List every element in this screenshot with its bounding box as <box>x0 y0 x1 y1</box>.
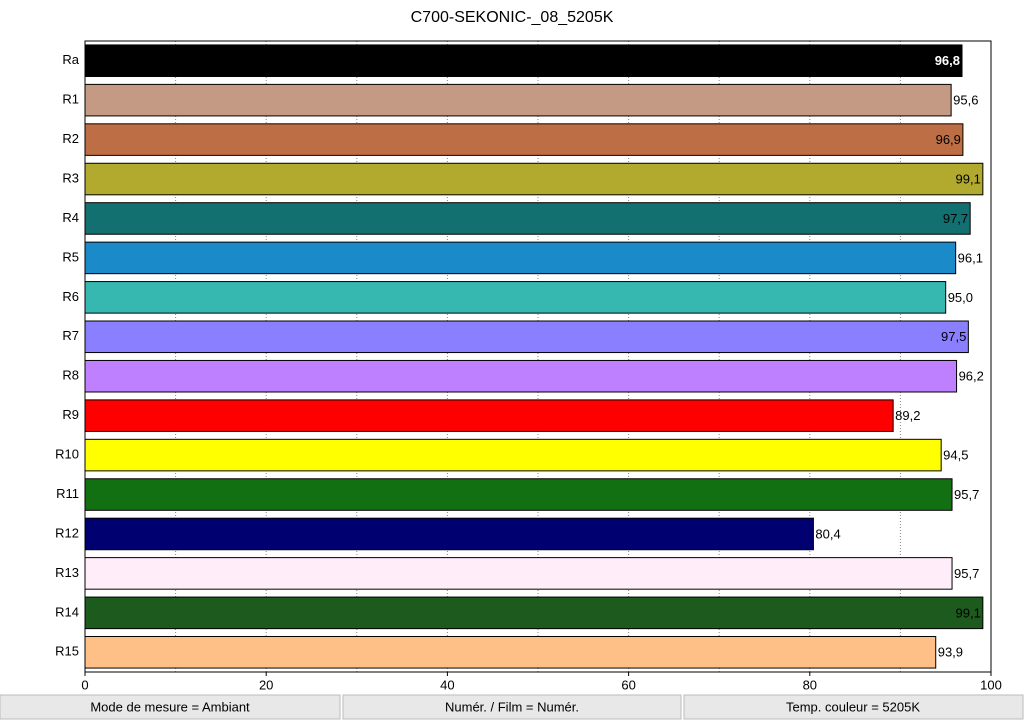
bar <box>84 517 814 551</box>
x-tick-label: 20 <box>259 677 273 692</box>
bar <box>84 44 963 77</box>
value-label: 97,5 <box>941 329 966 344</box>
x-tick-label: 0 <box>81 677 88 692</box>
y-tick-label: R1 <box>62 92 79 107</box>
status-box <box>342 694 682 720</box>
status-box <box>683 694 1024 720</box>
status-text: Temp. couleur = 5205K <box>786 699 920 714</box>
value-label: 80,4 <box>815 526 840 541</box>
bar <box>84 399 894 432</box>
y-tick-label: R10 <box>55 447 79 462</box>
value-label: 93,9 <box>938 645 963 660</box>
bar <box>84 636 937 669</box>
y-tick-label: R4 <box>62 210 79 225</box>
value-label: 95,6 <box>953 93 978 108</box>
y-tick-label: R3 <box>62 170 79 185</box>
bar <box>84 202 971 235</box>
bar <box>84 320 969 354</box>
x-tick-label: 60 <box>621 677 635 692</box>
status-text: Numér. / Film = Numér. <box>445 699 579 714</box>
bar <box>84 438 942 472</box>
y-tick-label: R7 <box>62 328 79 343</box>
bar <box>84 359 958 393</box>
y-tick-label: Ra <box>62 52 79 67</box>
value-label: 96,8 <box>935 53 960 68</box>
value-label: 99,1 <box>956 605 981 620</box>
chart-title: C700-SEKONIC-_08_5205K <box>411 9 614 26</box>
plot-frame <box>84 40 992 673</box>
value-label: 89,2 <box>895 408 920 423</box>
bar <box>84 162 984 196</box>
bar <box>84 123 964 156</box>
y-tick-label: R11 <box>56 486 79 501</box>
value-label: 99,1 <box>956 171 981 186</box>
x-tick-label: 40 <box>440 677 454 692</box>
y-tick-label: R5 <box>62 249 79 264</box>
status-text: Mode de mesure = Ambiant <box>90 699 250 714</box>
y-tick-label: R12 <box>55 525 79 540</box>
status-bar: Mode de mesure = Ambiant Numér. / Film =… <box>0 694 1024 720</box>
y-tick-label: R2 <box>62 131 79 146</box>
y-tick-label: R14 <box>55 604 79 619</box>
y-tick-label: R13 <box>55 565 79 580</box>
bar <box>84 281 947 314</box>
bar <box>84 478 953 511</box>
value-label: 95,7 <box>954 566 979 581</box>
y-tick-label: R8 <box>62 368 79 383</box>
x-tick-label: 80 <box>803 677 817 692</box>
bar <box>84 596 984 630</box>
y-tick-label: R9 <box>62 407 79 422</box>
bar <box>84 83 952 117</box>
status-box <box>0 694 341 720</box>
x-tick-label: 100 <box>980 677 1002 692</box>
value-label: 97,7 <box>943 211 968 226</box>
value-label: 95,0 <box>948 290 973 305</box>
bar <box>84 557 953 590</box>
y-tick-label: R6 <box>62 289 79 304</box>
value-label: 96,2 <box>959 369 984 384</box>
bar <box>84 241 957 275</box>
value-label: 96,9 <box>936 132 961 147</box>
value-label: 95,7 <box>954 487 979 502</box>
y-tick-label: R15 <box>55 644 79 659</box>
value-label: 94,5 <box>943 448 968 463</box>
value-label: 96,1 <box>958 250 983 265</box>
